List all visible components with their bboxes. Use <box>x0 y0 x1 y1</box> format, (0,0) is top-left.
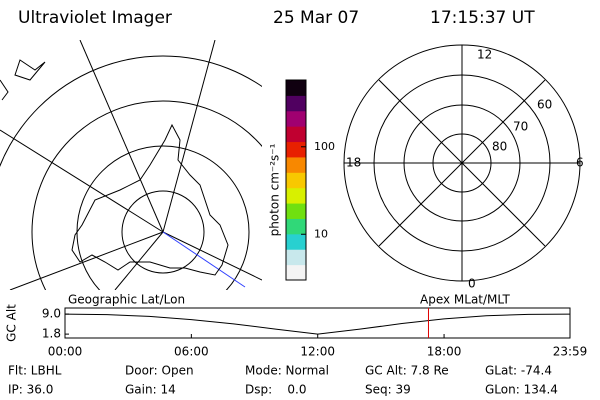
colorbar-swatch <box>286 218 306 235</box>
colorbar: 10 100 <box>285 79 335 281</box>
mlat-label: 70 <box>513 120 528 134</box>
status-field: GC Alt: 7.8 Re <box>365 364 449 378</box>
colorbar-swatch <box>286 141 306 158</box>
timeline-right-title: Apex MLat/MLT <box>420 293 510 307</box>
mlt-label: 6 <box>576 156 584 170</box>
footer: Flt: LBHL Door: Open Mode: Normal GC Alt: 7… <box>8 364 558 397</box>
title: Ultraviolet Imager <box>18 8 172 28</box>
x-tick-label: 23:59 <box>553 345 588 359</box>
date: 25 Mar 07 <box>273 8 359 28</box>
timeline-left-title: Geographic Lat/Lon <box>68 293 185 307</box>
status-field: IP: 36.0 <box>8 383 53 397</box>
colorbar-swatch <box>286 126 306 143</box>
altitude-line <box>64 313 571 335</box>
colorbar-tick-label: 10 <box>314 227 328 240</box>
colorbar-swatch <box>286 233 306 250</box>
timeline: 9.0 1.8 00:00 06:00 12:00 18:00 23:59 <box>42 307 587 359</box>
y-tick-label: 1.8 <box>42 327 61 341</box>
colorbar-frame <box>285 79 307 281</box>
mlt-label: 0 <box>468 277 476 291</box>
mlt-label: 18 <box>346 156 361 170</box>
status-field: Seq: 39 <box>365 383 411 397</box>
polar-grid <box>343 44 581 282</box>
mlat-label: 60 <box>537 98 552 112</box>
colorbar-swatch <box>286 172 306 189</box>
timeline-y-label: GC Alt <box>5 304 19 342</box>
geographic-map <box>0 40 262 290</box>
mlat-label: 80 <box>492 140 507 154</box>
status-field: Gain: 14 <box>125 383 176 397</box>
colorbar-swatch <box>286 187 306 204</box>
colorbar-swatch <box>286 110 306 127</box>
x-tick-label: 00:00 <box>48 345 83 359</box>
timeline-frame <box>64 307 571 339</box>
y-tick-label: 9.0 <box>42 307 61 321</box>
status-field: GLat: -74.4 <box>485 364 552 378</box>
colorbar-swatch <box>286 95 306 112</box>
status-field: Door: Open <box>125 364 194 378</box>
colorbar-swatch <box>286 156 306 173</box>
colorbar-tick-label: 100 <box>314 140 335 153</box>
x-tick-label: 18:00 <box>427 345 462 359</box>
mlt-label: 12 <box>477 48 492 62</box>
colorbar-swatch <box>286 203 306 219</box>
status-field: Flt: LBHL <box>8 364 62 378</box>
colorbar-swatch <box>286 264 306 281</box>
status-field: Mode: Normal <box>245 364 329 378</box>
colorbar-swatch <box>286 249 306 266</box>
status-field: Dsp: 0.0 <box>245 383 307 397</box>
time: 17:15:37 UT <box>430 8 535 28</box>
x-tick-label: 12:00 <box>300 345 335 359</box>
x-tick-label: 06:00 <box>174 345 209 359</box>
status-field: GLon: 134.4 <box>485 383 558 397</box>
colorbar-swatch <box>286 80 306 96</box>
colorbar-label: photon cm⁻²s⁻¹ <box>268 143 282 236</box>
